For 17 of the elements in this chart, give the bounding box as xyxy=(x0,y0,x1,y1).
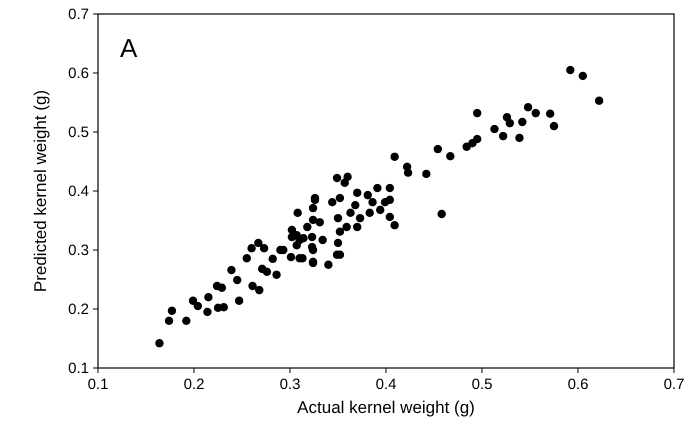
y-tick-label: 0.2 xyxy=(68,301,89,318)
x-tick-label: 0.2 xyxy=(184,376,204,393)
y-tick-label: 0.3 xyxy=(68,242,89,259)
y-tick-label: 0.6 xyxy=(68,65,89,82)
annotation: A xyxy=(120,33,138,63)
x-tick-label: 0.4 xyxy=(376,376,396,393)
y-axis-title: Predicted kernel weight (g) xyxy=(31,90,50,292)
y-tick-label: 0.4 xyxy=(68,183,89,200)
x-tick-label: 0.7 xyxy=(664,376,684,393)
x-tick-label: 0.3 xyxy=(280,376,300,393)
y-tick-label: 0.5 xyxy=(68,124,89,141)
y-tick-label: 0.1 xyxy=(68,360,89,377)
x-tick-label: 0.5 xyxy=(472,376,492,393)
x-tick-label: 0.6 xyxy=(568,376,588,393)
x-axis-title: Actual kernel weight (g) xyxy=(297,398,475,417)
y-tick-label: 0.7 xyxy=(68,6,89,23)
x-tick-label: 0.1 xyxy=(88,376,108,393)
